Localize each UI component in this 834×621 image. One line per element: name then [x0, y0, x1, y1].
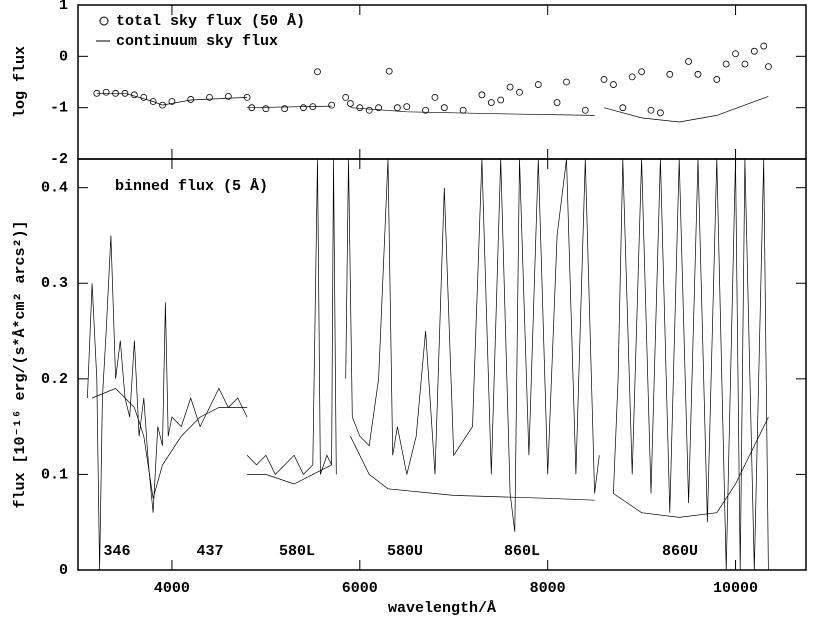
marker [647, 106, 655, 114]
marker [314, 68, 321, 76]
marker [765, 63, 772, 70]
y-tick-label: 0.1 [41, 466, 68, 483]
marker [657, 109, 664, 117]
marker [487, 99, 495, 106]
marker [440, 104, 448, 112]
y-tick-label: -1 [50, 100, 68, 117]
marker [732, 50, 739, 58]
y-tick-label: 1 [59, 0, 68, 14]
y-tick-label: 0.2 [41, 371, 68, 388]
marker [666, 70, 674, 78]
series-line [91, 387, 769, 518]
marker [375, 104, 382, 112]
marker [638, 68, 646, 76]
marker [149, 98, 157, 105]
marker [760, 42, 768, 50]
y-tick-label: 0.4 [41, 180, 68, 197]
x-tick-label: 4000 [154, 580, 190, 597]
x-tick-label: 6000 [342, 580, 378, 597]
marker [628, 73, 636, 81]
marker [610, 81, 617, 88]
marker [750, 47, 758, 55]
annotation: 580L [279, 543, 315, 560]
series-line [96, 92, 769, 123]
marker [102, 88, 110, 96]
marker [516, 88, 523, 96]
plot-area [93, 42, 772, 123]
y-axis-label: flux [10⁻¹⁶ erg/(s*Å*cm² arcs²)] [12, 220, 29, 508]
marker [187, 96, 195, 103]
annotation: 346 [103, 543, 130, 560]
marker [168, 98, 176, 105]
marker [563, 78, 570, 86]
marker [356, 104, 364, 112]
marker [600, 76, 608, 83]
marker [262, 105, 270, 113]
marker [685, 58, 692, 65]
marker [713, 76, 721, 83]
marker [422, 106, 429, 114]
marker [506, 83, 514, 91]
x-tick-label: 10000 [713, 580, 758, 597]
x-axis-label: wavelength/Å [388, 600, 496, 617]
marker [328, 101, 336, 109]
plot-frame [77, 158, 807, 571]
marker [694, 70, 702, 78]
marker [300, 104, 307, 112]
y-tick-label: 0 [59, 48, 68, 65]
marker [365, 106, 373, 114]
marker [206, 94, 213, 101]
marker [347, 100, 354, 107]
marker [140, 94, 148, 101]
marker [342, 94, 350, 101]
annotation: 580U [387, 543, 423, 560]
y-tick-label: 0.3 [41, 275, 68, 292]
marker [393, 104, 401, 112]
plot-area [87, 159, 769, 570]
annotation: 860L [504, 543, 540, 560]
marker [722, 60, 730, 68]
marker [581, 106, 589, 114]
y-tick-label: -2 [50, 151, 68, 168]
marker [553, 99, 561, 106]
marker [497, 96, 505, 104]
legend-label: total sky flux (50 Å) [116, 13, 305, 30]
marker [281, 105, 289, 113]
annotation: 860U [662, 543, 698, 560]
series-line [87, 159, 769, 570]
marker [534, 81, 542, 88]
y-axis-label: log flux [12, 46, 29, 118]
series-label: binned flux (5 Å) [115, 178, 268, 195]
marker [478, 91, 486, 99]
marker [224, 92, 232, 100]
marker [385, 67, 393, 75]
marker [459, 106, 467, 114]
legend-label: continuum sky flux [116, 33, 278, 50]
marker [741, 60, 749, 68]
x-tick-label: 8000 [530, 580, 566, 597]
marker [431, 94, 439, 101]
legend-marker [99, 16, 109, 26]
marker [619, 104, 627, 112]
annotation: 437 [196, 543, 223, 560]
marker [159, 101, 166, 109]
marker [403, 103, 411, 111]
y-tick-label: 0 [59, 562, 68, 579]
